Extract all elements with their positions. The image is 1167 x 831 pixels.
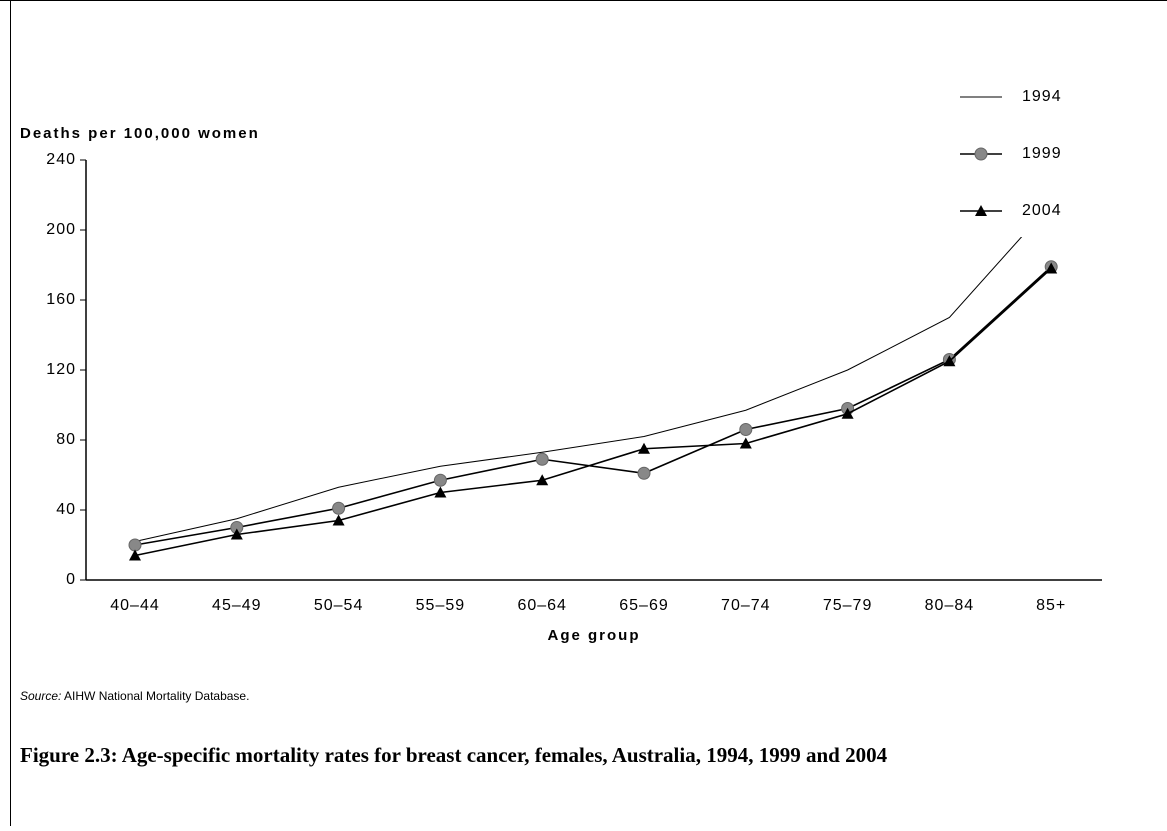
y-tick-label: 80 <box>56 431 76 448</box>
series-line <box>134 267 1052 557</box>
y-tick-label: 0 <box>66 571 76 588</box>
y-tick-label: 40 <box>56 501 76 518</box>
marker <box>536 474 549 486</box>
x-tick-label: 80–84 <box>925 597 975 614</box>
marker <box>841 407 854 419</box>
marker <box>129 549 141 561</box>
x-tick-label: 45–49 <box>212 597 262 614</box>
x-tick-label: 55–59 <box>416 597 466 614</box>
x-tick-label: 75–79 <box>823 597 873 614</box>
marker <box>434 486 447 498</box>
marker <box>230 528 243 540</box>
marker <box>638 442 650 454</box>
source-label: Source: <box>20 689 61 703</box>
x-tick-label: 65–69 <box>619 597 669 614</box>
legend-label: 1994 <box>1022 88 1062 105</box>
x-tick-label: 60–64 <box>517 597 567 614</box>
y-tick-label: 120 <box>46 361 76 378</box>
marker <box>739 437 752 449</box>
y-tick-label: 240 <box>46 151 76 168</box>
marker <box>943 355 956 367</box>
x-tick-label: 50–54 <box>314 597 364 614</box>
marker <box>975 205 987 216</box>
series-line <box>134 203 1052 542</box>
source-text: AIHW National Mortality Database. <box>64 689 249 703</box>
x-tick-label: 40–44 <box>110 597 160 614</box>
source: Source: AIHW National Mortality Database… <box>20 689 249 703</box>
y-axis-label: Deaths per 100,000 women <box>20 125 260 142</box>
marker <box>535 452 549 466</box>
legend-label: 1999 <box>1022 145 1062 162</box>
marker <box>739 423 753 436</box>
series-line <box>134 266 1052 546</box>
legend-label: 2004 <box>1022 202 1062 219</box>
x-axis-label: Age group <box>548 627 641 644</box>
caption: Figure 2.3: Age-specific mortality rates… <box>20 743 888 767</box>
marker <box>637 466 651 480</box>
y-tick-label: 200 <box>46 221 76 238</box>
marker <box>332 501 346 515</box>
legend-box <box>945 75 1105 237</box>
marker <box>1045 262 1058 274</box>
marker <box>433 473 447 487</box>
x-tick-label: 85+ <box>1036 597 1066 614</box>
marker <box>128 538 142 552</box>
y-tick-label: 160 <box>46 291 76 308</box>
x-tick-label: 70–74 <box>721 597 771 614</box>
legend: 1994 1999 2004 <box>945 75 1105 237</box>
marker <box>332 514 345 526</box>
marker <box>974 147 988 161</box>
